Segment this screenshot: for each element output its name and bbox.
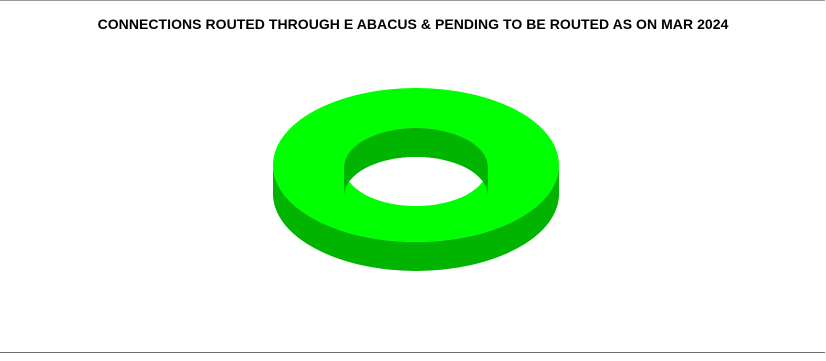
donut-hole <box>344 157 488 206</box>
donut-inner-wall <box>344 128 488 196</box>
chart-frame <box>0 0 825 353</box>
donut-slice <box>272 87 560 243</box>
chart-title: CONNECTIONS ROUTED THROUGH E ABACUS & PE… <box>97 16 729 32</box>
donut-slice-side <box>273 165 559 271</box>
